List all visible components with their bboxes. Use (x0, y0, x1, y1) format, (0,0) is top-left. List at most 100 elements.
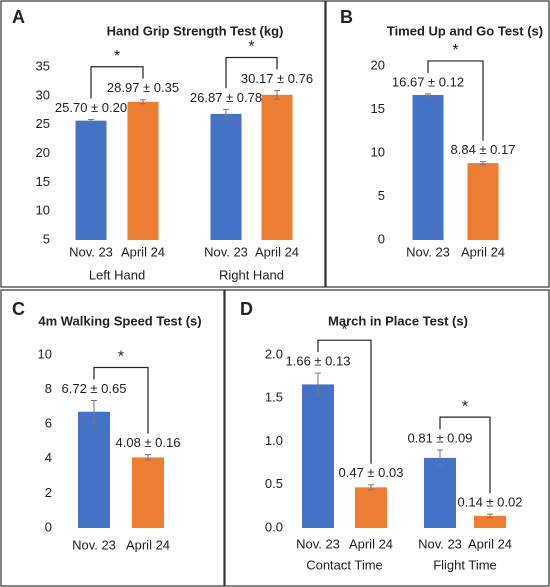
error-bar (223, 108, 229, 119)
significance-bracket (317, 339, 372, 464)
error-bar (88, 118, 94, 123)
group-label: Right Hand (219, 267, 284, 282)
x-tick-label: April 24 (461, 244, 505, 259)
error-bar (274, 89, 280, 100)
y-tick-label: 1.5 (265, 390, 283, 405)
y-tick-label: 4 (45, 450, 52, 465)
bar (412, 94, 444, 240)
error-bar (487, 513, 493, 519)
significance-bracket (439, 416, 491, 494)
panel-letter: A (12, 7, 25, 27)
x-tick-label: Nov. 23 (204, 244, 248, 259)
value-label: 0.47 ± 0.03 (339, 465, 404, 480)
y-tick-label: 10 (38, 346, 52, 361)
y-tick-label: 15 (371, 101, 385, 116)
x-tick-label: Nov. 23 (406, 244, 450, 259)
value-label: 30.17 ± 0.76 (241, 71, 313, 86)
y-tick-label: 0.5 (265, 476, 283, 491)
significance-label: * (462, 398, 468, 415)
x-tick-label: Nov. 23 (418, 536, 462, 551)
y-tick-label: 2.0 (265, 346, 283, 361)
significance-bracket (90, 66, 144, 99)
bar (474, 515, 506, 528)
bar (78, 411, 110, 528)
x-tick-label: April 24 (468, 536, 512, 551)
significance-label: * (118, 349, 124, 366)
bar (424, 457, 456, 528)
group-label: Contact Time (306, 557, 383, 572)
panel-letter: B (340, 7, 353, 27)
value-label: 6.72 ± 0.65 (62, 381, 127, 396)
y-tick-label: 15 (36, 174, 50, 189)
x-tick-label: April 24 (349, 536, 393, 551)
y-tick-label: 10 (371, 144, 385, 159)
x-tick-label: April 24 (126, 537, 170, 552)
significance-label: * (341, 321, 347, 338)
y-tick-label: 5 (43, 231, 50, 246)
significance-bracket (225, 56, 278, 89)
significance-label: * (114, 48, 120, 65)
value-label: 25.70 ± 0.20 (55, 100, 127, 115)
y-tick-label: 20 (371, 57, 385, 72)
bar (127, 101, 159, 240)
panel-border (325, 0, 550, 288)
value-label: 28.97 ± 0.35 (107, 80, 179, 95)
error-bar (315, 372, 321, 397)
x-tick-label: April 24 (121, 244, 165, 259)
significance-bracket (93, 366, 149, 434)
group-label: Flight Time (433, 557, 497, 572)
y-tick-label: 0 (45, 519, 52, 534)
group-label: Left Hand (89, 267, 145, 282)
error-bar (140, 99, 146, 105)
chart-title: March in Place Test (s) (328, 313, 468, 328)
x-tick-label: Nov. 23 (72, 537, 116, 552)
x-tick-label: Nov. 23 (69, 244, 113, 259)
value-label: 1.66 ± 0.13 (286, 354, 351, 369)
y-tick-label: 0 (378, 231, 385, 246)
significance-label: * (452, 42, 458, 59)
panel-letter: C (12, 299, 25, 319)
panel-border (224, 289, 550, 587)
bar (302, 384, 334, 528)
error-bar (437, 449, 443, 467)
value-label: 0.81 ± 0.09 (408, 431, 473, 446)
x-tick-label: April 24 (255, 244, 299, 259)
y-tick-label: 0.0 (265, 519, 283, 534)
bar (467, 163, 499, 240)
y-tick-label: 25 (36, 116, 50, 131)
chart-title: Timed Up and Go Test (s) (387, 23, 543, 38)
y-tick-label: 1.0 (265, 433, 283, 448)
bar (355, 487, 387, 528)
y-tick-label: 30 (36, 87, 50, 102)
panel-border (0, 0, 326, 288)
bar (132, 457, 164, 528)
bar (210, 113, 242, 240)
error-bar (480, 161, 486, 166)
y-tick-label: 35 (36, 58, 50, 73)
error-bar (368, 484, 374, 491)
error-bar (425, 93, 431, 97)
significance-bracket (427, 60, 484, 141)
y-tick-label: 20 (36, 145, 50, 160)
value-label: 0.14 ± 0.02 (458, 495, 523, 510)
y-tick-label: 5 (378, 188, 385, 203)
panel-border (0, 289, 225, 587)
value-label: 8.84 ± 0.17 (451, 142, 516, 157)
chart-title: Hand Grip Strength Test (kg) (107, 23, 284, 38)
panel-letter: D (240, 299, 253, 319)
bar (75, 120, 107, 240)
significance-label: * (248, 39, 254, 56)
bar (261, 94, 293, 240)
y-tick-label: 6 (45, 416, 52, 431)
y-tick-label: 10 (36, 203, 50, 218)
chart-title: 4m Walking Speed Test (s) (38, 313, 201, 328)
value-label: 16.67 ± 0.12 (392, 74, 464, 89)
error-bar (91, 399, 97, 424)
value-label: 26.87 ± 0.78 (190, 90, 262, 105)
y-tick-label: 8 (45, 381, 52, 396)
y-tick-label: 2 (45, 485, 52, 500)
error-bar (145, 454, 151, 461)
value-label: 4.08 ± 0.16 (116, 435, 181, 450)
x-tick-label: Nov. 23 (296, 536, 340, 551)
